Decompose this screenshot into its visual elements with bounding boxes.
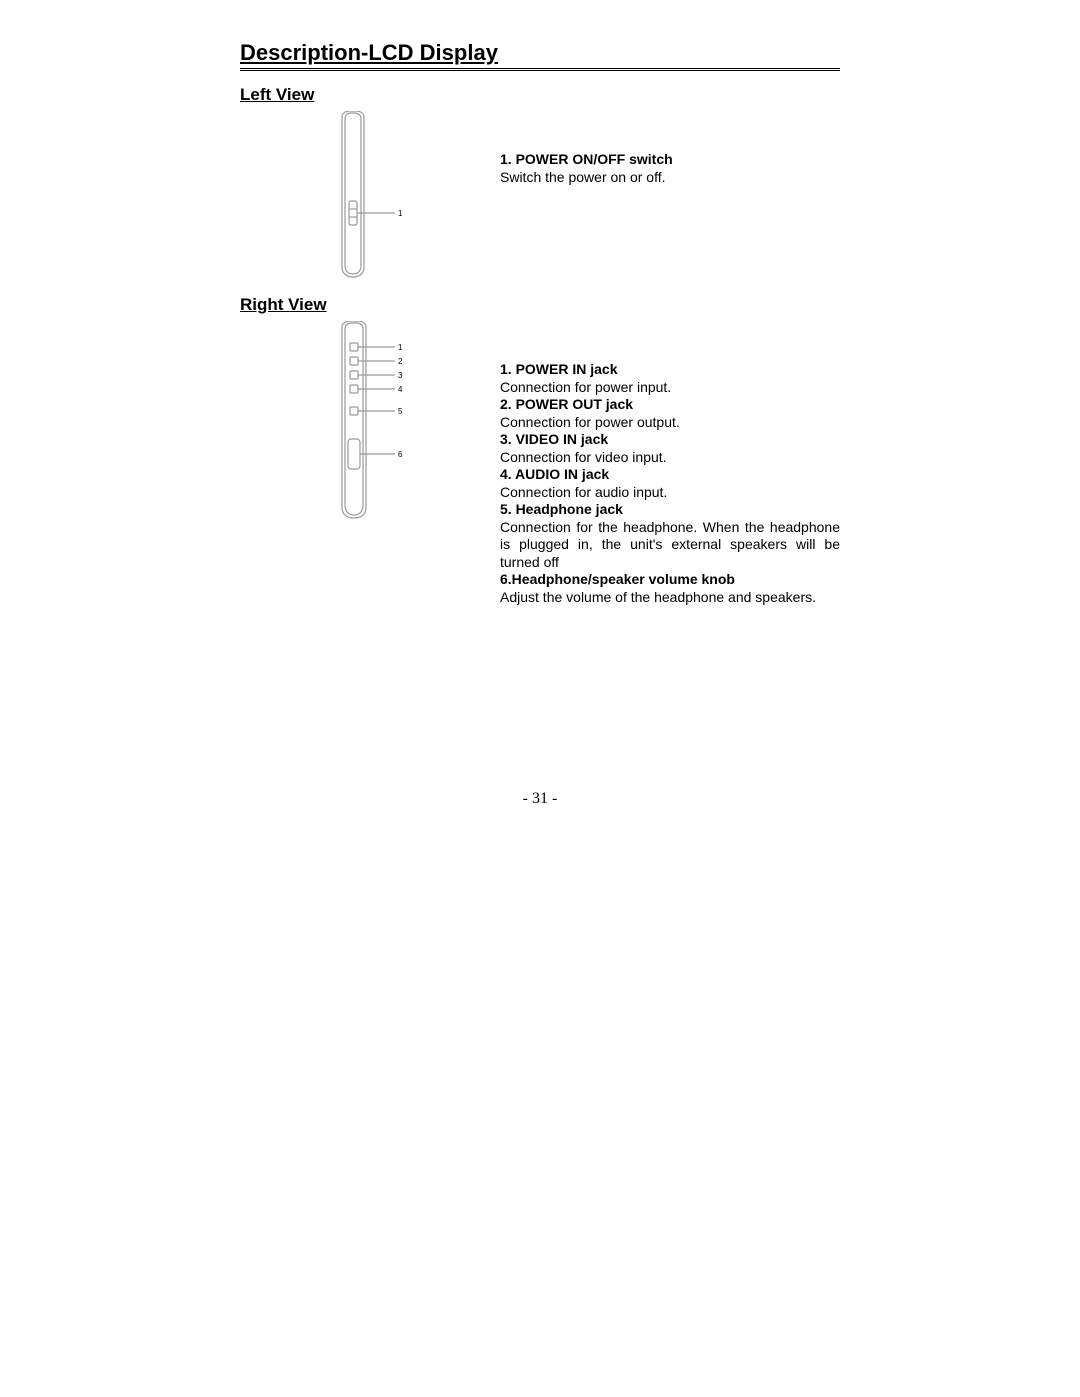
right-view-diagram: 1 2 3 4 5 6 xyxy=(240,321,500,521)
right-item-2-text: Connection for power output. xyxy=(500,414,840,432)
right-item-1-title: 1. POWER IN jack xyxy=(500,361,840,379)
right-view-heading: Right View xyxy=(240,295,840,315)
right-item-3-title: 3. VIDEO IN jack xyxy=(500,431,840,449)
right-item-5-title: 5. Headphone jack xyxy=(500,501,840,519)
left-view-section: 1 1. POWER ON/OFF switch Switch the powe… xyxy=(240,111,840,281)
right-item-6-title: 6.Headphone/speaker volume knob xyxy=(500,571,840,589)
left-item-1-text: Switch the power on or off. xyxy=(500,169,840,187)
left-item-1-title: 1. POWER ON/OFF switch xyxy=(500,151,840,169)
right-callout-6: 6 xyxy=(398,450,403,459)
page-title: Description-LCD Display xyxy=(240,40,840,71)
right-item-3-text: Connection for video input. xyxy=(500,449,840,467)
right-view-section: 1 2 3 4 5 6 1. POWER IN jack Connection … xyxy=(240,321,840,606)
right-callout-3: 3 xyxy=(398,371,403,380)
right-view-descriptions: 1. POWER IN jack Connection for power in… xyxy=(500,321,840,606)
page-number: - 31 - xyxy=(0,790,1080,808)
right-item-5-text: Connection for the headphone. When the h… xyxy=(500,519,840,572)
right-item-4-text: Connection for audio input. xyxy=(500,484,840,502)
right-callout-2: 2 xyxy=(398,357,403,366)
right-item-4-title: 4. AUDIO IN jack xyxy=(500,466,840,484)
right-item-1-text: Connection for power input. xyxy=(500,379,840,397)
left-view-diagram: 1 xyxy=(240,111,500,281)
right-callout-4: 4 xyxy=(398,385,403,394)
right-item-2-title: 2. POWER OUT jack xyxy=(500,396,840,414)
left-callout-1: 1 xyxy=(398,209,403,218)
right-callout-5: 5 xyxy=(398,407,403,416)
left-view-descriptions: 1. POWER ON/OFF switch Switch the power … xyxy=(500,111,840,186)
right-callout-1: 1 xyxy=(398,343,403,352)
right-item-6-text: Adjust the volume of the headphone and s… xyxy=(500,589,840,607)
left-view-heading: Left View xyxy=(240,85,840,105)
